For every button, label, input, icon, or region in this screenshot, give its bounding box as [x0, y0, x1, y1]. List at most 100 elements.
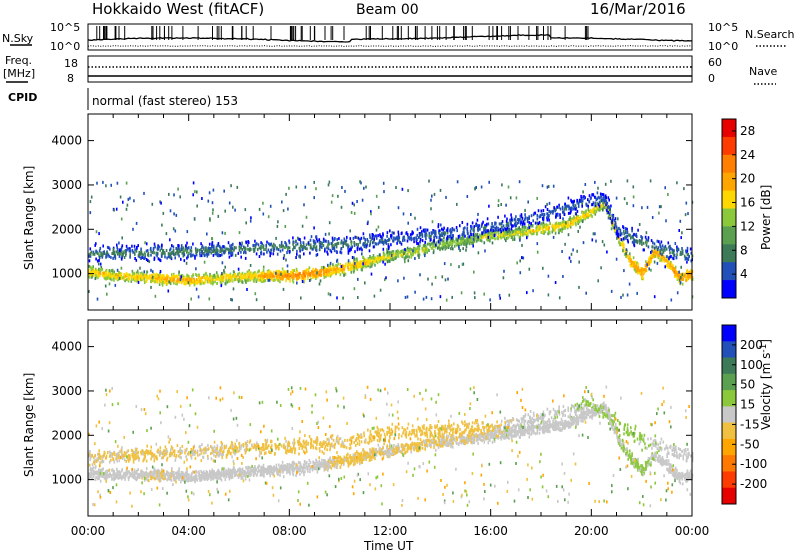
data-cell: [633, 265, 636, 269]
data-cell: [526, 231, 528, 235]
data-cell: [672, 257, 675, 261]
data-cell: [396, 254, 399, 258]
data-cell: [459, 249, 461, 252]
data-cell: [375, 194, 378, 198]
data-cell: [257, 274, 260, 278]
data-cell: [456, 238, 459, 242]
data-cell: [428, 179, 430, 183]
data-cell: [241, 271, 244, 275]
data-cell: [670, 298, 673, 302]
data-cell: [580, 218, 582, 222]
data-cell: [687, 257, 689, 261]
data-cell: [676, 181, 678, 185]
data-cell: [173, 212, 175, 216]
data-cell: [147, 252, 150, 255]
data-cell: [397, 233, 400, 237]
data-cell: [244, 256, 247, 260]
data-cell: [507, 233, 510, 237]
data-cell: [609, 207, 611, 211]
data-cell: [614, 220, 617, 224]
data-cell: [407, 189, 409, 193]
data-cell: [374, 259, 376, 263]
data-cell: [519, 271, 522, 275]
data-cell: [121, 250, 123, 254]
data-cell: [451, 295, 453, 299]
data-cell: [225, 279, 228, 283]
data-cell: [380, 237, 383, 241]
data-cell: [289, 277, 291, 281]
data-cell: [173, 274, 175, 278]
data-cell: [575, 216, 577, 220]
data-cell: [578, 198, 581, 202]
data-cell: [225, 469, 228, 473]
data-cell: [466, 222, 469, 226]
data-cell: [262, 268, 265, 272]
data-cell: [172, 252, 175, 256]
data-cell: [456, 202, 458, 206]
data-cell: [547, 274, 550, 278]
data-cell: [445, 298, 448, 302]
data-cell: [223, 189, 225, 193]
data-cell: [663, 259, 666, 263]
data-cell: [443, 236, 445, 240]
data-cell: [172, 245, 175, 249]
data-cell: [231, 243, 233, 247]
data-cell: [207, 199, 210, 203]
data-cell: [214, 280, 216, 284]
data-cell: [628, 256, 630, 260]
data-cell: [303, 203, 305, 207]
data-cell: [336, 264, 339, 268]
data-cell: [583, 195, 585, 199]
data-cell: [347, 246, 349, 250]
data-cell: [105, 255, 107, 259]
data-cell: [674, 265, 677, 269]
data-cell: [360, 263, 362, 267]
data-cell: [292, 271, 294, 275]
data-cell: [185, 261, 188, 265]
data-cell: [336, 238, 338, 241]
data-cell: [327, 263, 329, 267]
data-cell: [288, 241, 291, 245]
data-cell: [211, 280, 214, 284]
data-cell: [460, 242, 463, 246]
data-cell: [433, 249, 435, 253]
data-cell: [92, 274, 95, 277]
freq-panel-frame: [87, 55, 693, 83]
data-cell: [481, 222, 483, 226]
data-cell: [660, 258, 662, 262]
data-cell: [247, 272, 250, 276]
data-cell: [441, 275, 444, 279]
data-cell: [690, 251, 693, 255]
data-cell: [453, 228, 456, 232]
data-cell: [304, 247, 307, 250]
data-cell: [670, 260, 672, 264]
data-cell: [567, 233, 570, 237]
data-cell: [188, 252, 190, 256]
data-cell: [452, 228, 454, 232]
data-cell: [684, 257, 687, 261]
data-cell: [433, 192, 436, 196]
data-cell: [195, 253, 198, 257]
data-cell: [588, 214, 591, 218]
data-cell: [421, 239, 424, 243]
data-cell: [568, 207, 570, 211]
data-cell: [608, 198, 610, 202]
data-cell: [564, 205, 567, 209]
data-cell: [147, 254, 150, 258]
data-cell: [203, 275, 206, 279]
data-cell: [341, 270, 344, 274]
data-cell: [588, 200, 590, 204]
data-cell: [534, 221, 537, 225]
data-cell: [155, 272, 158, 276]
data-cell: [364, 238, 366, 242]
data-cell: [516, 230, 519, 234]
data-cell: [661, 244, 664, 248]
data-cell: [462, 236, 465, 240]
data-cell: [663, 256, 666, 260]
data-cell: [435, 243, 437, 247]
data-cell: [421, 247, 424, 251]
data-cell: [641, 276, 644, 279]
data-cell: [415, 248, 417, 252]
data-cell: [497, 228, 500, 232]
data-cell: [225, 247, 227, 251]
